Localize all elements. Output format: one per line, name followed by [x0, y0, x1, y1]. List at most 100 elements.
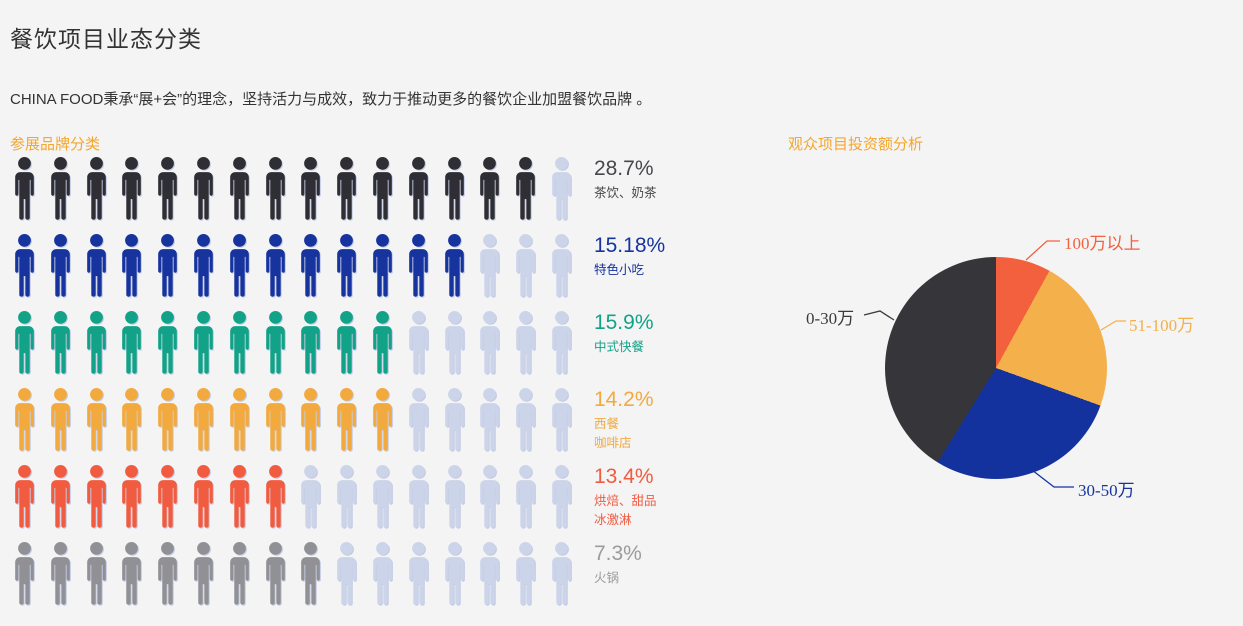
row-label: 15.18% 特色小吃 [594, 234, 714, 280]
person-icon [337, 157, 356, 220]
person-icon [480, 157, 500, 220]
person-icon [337, 388, 356, 451]
person-icon [194, 542, 213, 605]
pictograph-row: 14.2% 西餐 咖啡店 [10, 388, 714, 452]
person-icon [122, 157, 142, 220]
row-category-label: 茶饮、奶茶 [593, 186, 657, 200]
pie-chart [885, 257, 1107, 479]
person-icon [122, 311, 142, 374]
person-icon [301, 542, 321, 605]
person-icon [480, 465, 500, 528]
person-icon [408, 388, 428, 451]
pictograph-chart-title: 参展品牌分类 [10, 136, 101, 153]
person-icon [86, 465, 106, 528]
row-category-label: 烘焙、甜品 冰激淋 [593, 494, 657, 527]
person-icon [265, 388, 285, 451]
person-icon [15, 542, 34, 605]
person-icon [516, 542, 535, 605]
person-icon [516, 234, 535, 297]
person-icon [229, 157, 249, 220]
person-icon [516, 311, 535, 374]
person-icon [265, 311, 285, 374]
person-icon [552, 157, 571, 220]
person-icon [50, 157, 70, 220]
pictograph-chart: 参展品牌分类 28.7% 茶饮、奶茶 15.18% 特色小吃 15.9% 中式快餐 14.2… [10, 133, 780, 623]
person-icon [444, 388, 464, 451]
person-icon [373, 157, 392, 220]
person-icon [301, 388, 321, 451]
person-icon [158, 234, 178, 297]
person-icon [552, 311, 571, 374]
person-icon [229, 311, 249, 374]
person-icon [301, 465, 321, 528]
pictograph-icons [10, 465, 576, 529]
pie-slice-label: 100万以上 [1064, 234, 1141, 253]
person-icon [552, 465, 571, 528]
person-icon [158, 465, 178, 528]
person-icon [86, 157, 106, 220]
person-icon [516, 157, 535, 220]
person-icon [373, 542, 392, 605]
pictograph-icons [10, 542, 576, 606]
pie-slice-label: 0-30万 [806, 309, 855, 328]
person-icon [194, 234, 213, 297]
pictograph-row: 15.18% 特色小吃 [10, 234, 714, 298]
person-icon [50, 234, 70, 297]
person-icon [265, 157, 285, 220]
person-icon [337, 234, 356, 297]
person-icon [552, 388, 571, 451]
pictograph-row: 13.4% 烘焙、甜品 冰激淋 [10, 465, 714, 529]
person-icon [15, 388, 34, 451]
row-category-label: 中式快餐 [593, 340, 644, 354]
person-icon [265, 234, 285, 297]
person-icon [194, 157, 213, 220]
person-icon [122, 542, 142, 605]
person-icon [444, 542, 464, 605]
pictograph-row: 15.9% 中式快餐 [10, 311, 714, 375]
row-percent-value: 7.3% [593, 542, 642, 565]
row-percent-value: 28.7% [593, 157, 654, 180]
person-icon [158, 311, 178, 374]
person-icon [444, 311, 464, 374]
page-subtitle: CHINA FOOD秉承“展+会”的理念，坚持活力与成效，致力于推动更多的餐饮企… [10, 91, 652, 108]
person-icon [229, 234, 249, 297]
row-label: 7.3% 火锅 [594, 542, 714, 588]
person-icon [552, 234, 571, 297]
person-icon [301, 157, 321, 220]
person-icon [444, 234, 464, 297]
person-icon [86, 311, 106, 374]
pie-chart-title: 观众项目投资额分析 [788, 136, 924, 153]
row-category-label: 特色小吃 [593, 263, 644, 277]
person-icon [86, 388, 106, 451]
person-icon [480, 542, 500, 605]
pie-slice-label: 30-50万 [1078, 481, 1135, 500]
person-icon [229, 465, 249, 528]
person-icon [50, 388, 70, 451]
pictograph-icons [10, 388, 576, 452]
person-icon [15, 157, 34, 220]
person-icon [194, 388, 213, 451]
person-icon [158, 388, 178, 451]
person-icon [15, 234, 34, 297]
pie-slice-label: 51-100万 [1129, 316, 1195, 335]
person-icon [15, 311, 34, 374]
person-icon [194, 311, 213, 374]
person-icon [480, 311, 500, 374]
row-category-label: 西餐 咖啡店 [593, 417, 632, 450]
person-icon [122, 234, 142, 297]
person-icon [480, 234, 500, 297]
person-icon [229, 542, 249, 605]
person-icon [408, 542, 428, 605]
person-icon [158, 542, 178, 605]
pictograph-icons [10, 157, 576, 221]
person-icon [50, 542, 70, 605]
person-icon [373, 465, 392, 528]
person-icon [337, 542, 356, 605]
person-icon [444, 465, 464, 528]
person-icon [265, 465, 285, 528]
row-label: 13.4% 烘焙、甜品 冰激淋 [594, 465, 714, 530]
person-icon [480, 388, 500, 451]
person-icon [50, 311, 70, 374]
person-icon [158, 157, 178, 220]
person-icon [122, 388, 142, 451]
